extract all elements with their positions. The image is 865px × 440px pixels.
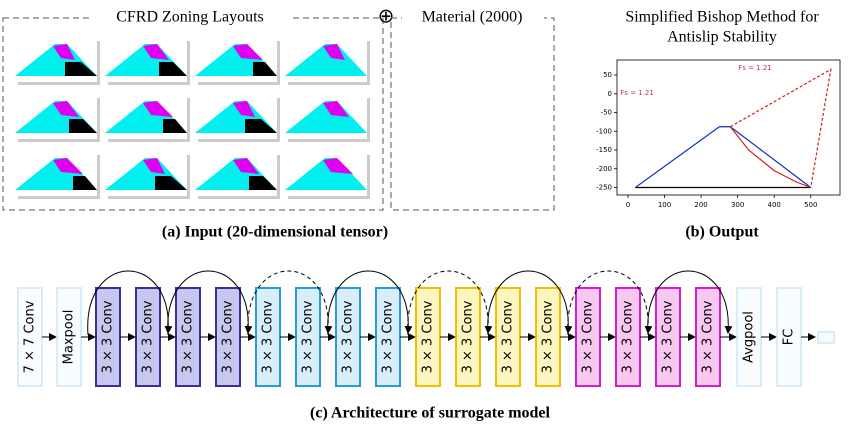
layer-label: 3 × 3 Conv bbox=[301, 300, 316, 373]
zone bbox=[249, 176, 277, 190]
x-tick-label: 100 bbox=[658, 201, 671, 209]
title-bg bbox=[402, 8, 544, 28]
zone bbox=[285, 44, 367, 76]
network: 7 × 7 Conv Maxpool 3 × 3 Conv 3 × 3 Conv 3 ×… bbox=[17, 270, 835, 387]
zone bbox=[159, 62, 187, 76]
plot-title: Antislip Stability bbox=[667, 29, 777, 46]
layer-label: 3 × 3 Conv bbox=[581, 300, 596, 373]
zone bbox=[73, 176, 97, 190]
zone bbox=[323, 101, 349, 117]
layer bbox=[695, 287, 721, 387]
material-title: Material (2000) bbox=[422, 9, 523, 26]
skip-connection bbox=[407, 270, 493, 336]
y-tick-label: 0 bbox=[608, 90, 612, 98]
layer bbox=[135, 287, 161, 387]
layer-label: 3 × 3 Conv bbox=[381, 300, 396, 373]
zone bbox=[323, 44, 345, 60]
layer-label: 3 × 3 Conv bbox=[541, 300, 556, 373]
layer-label: 7 × 7 Conv bbox=[23, 300, 38, 373]
x-tick-label: 400 bbox=[768, 201, 781, 209]
zone bbox=[143, 101, 173, 117]
layer-label: FC bbox=[782, 329, 797, 346]
caption: (a) Input (20-dimensional tensor) bbox=[162, 224, 388, 241]
x-tick-label: 500 bbox=[804, 201, 817, 209]
y-tick-label: -200 bbox=[596, 165, 612, 173]
layer-label: 3 × 3 Conv bbox=[461, 300, 476, 373]
layer bbox=[255, 287, 281, 387]
zone bbox=[53, 158, 83, 174]
skip-connection bbox=[327, 270, 413, 336]
layer-label: 3 × 3 Conv bbox=[261, 300, 276, 373]
zone bbox=[245, 119, 277, 133]
zone bbox=[233, 44, 263, 60]
output bbox=[817, 331, 835, 344]
zone bbox=[143, 44, 169, 60]
layer-label: 3 × 3 Conv bbox=[221, 300, 236, 373]
layout-thumbnails bbox=[15, 38, 370, 199]
layer-label: Maxpool bbox=[62, 310, 77, 365]
zone bbox=[253, 62, 277, 76]
operator: ⊕ bbox=[378, 6, 395, 28]
y-tick-label: -250 bbox=[596, 184, 612, 192]
layer-label: 3 × 3 Conv bbox=[341, 300, 356, 373]
zone bbox=[285, 158, 367, 190]
material-box bbox=[390, 17, 555, 211]
zone bbox=[69, 119, 97, 133]
layer bbox=[455, 287, 481, 387]
skip-connection bbox=[487, 270, 573, 336]
zone bbox=[143, 158, 165, 174]
plot-line bbox=[634, 126, 812, 188]
annotation: Fs = 1.21 bbox=[738, 64, 772, 72]
layer-label: 3 × 3 Conv bbox=[421, 300, 436, 373]
zone bbox=[53, 101, 79, 117]
y-tick-label: -100 bbox=[596, 127, 612, 135]
skip-connection bbox=[167, 270, 253, 336]
skip-connection bbox=[567, 270, 653, 336]
layer bbox=[495, 287, 521, 387]
panel-a-title: CFRD Zoning Layouts bbox=[116, 9, 264, 26]
layer-label: 3 × 3 Conv bbox=[701, 300, 716, 373]
layer bbox=[575, 287, 601, 387]
layer-label: 3 × 3 Conv bbox=[141, 300, 156, 373]
zone bbox=[233, 101, 255, 117]
plot-line bbox=[730, 68, 832, 188]
skip-connection bbox=[247, 270, 333, 336]
y-tick-label: -50 bbox=[601, 109, 612, 117]
caption: (b) Output bbox=[685, 224, 759, 241]
zone bbox=[233, 158, 259, 174]
x-tick-label: 0 bbox=[626, 201, 630, 209]
layer-label: 3 × 3 Conv bbox=[101, 300, 116, 373]
zone bbox=[65, 62, 97, 76]
layer-label: 3 × 3 Conv bbox=[181, 300, 196, 373]
layer-label: Avgpool bbox=[742, 311, 757, 363]
layer-label: 3 × 3 Conv bbox=[661, 300, 676, 373]
y-tick-label: -150 bbox=[596, 146, 612, 154]
x-tick-label: 200 bbox=[694, 201, 707, 209]
plot-title: Simplified Bishop Method for bbox=[625, 9, 819, 26]
y-tick-label: 50 bbox=[603, 71, 612, 79]
skip-connection bbox=[647, 270, 733, 336]
layer-label: 3 × 3 Conv bbox=[621, 300, 636, 373]
title-bg bbox=[90, 8, 290, 28]
skip-connection bbox=[87, 270, 173, 336]
plot-frame bbox=[616, 59, 841, 196]
layer bbox=[415, 287, 441, 387]
zone bbox=[285, 101, 367, 133]
zone bbox=[53, 44, 75, 60]
x-tick-label: 300 bbox=[731, 201, 744, 209]
caption: (c) Architecture of surrogate model bbox=[310, 405, 550, 422]
layer bbox=[95, 287, 121, 387]
annotation: Fs = 1.21 bbox=[620, 89, 654, 97]
layer bbox=[776, 287, 802, 387]
zone bbox=[323, 158, 353, 174]
layer-label: 3 × 3 Conv bbox=[501, 300, 516, 373]
plot-line bbox=[729, 126, 811, 189]
zone bbox=[155, 176, 187, 190]
zone bbox=[163, 119, 187, 133]
